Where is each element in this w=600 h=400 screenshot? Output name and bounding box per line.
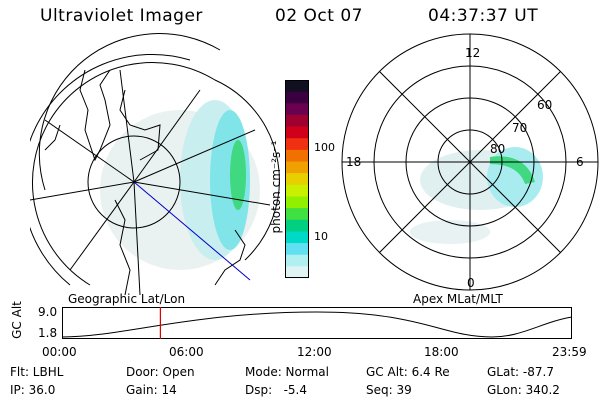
time-tick-1800: 18:00 xyxy=(424,345,459,359)
altitude-ylabel: GC Alt xyxy=(10,301,24,339)
colorbar-unit-label: photon cm⁻²s⁻¹ xyxy=(269,140,283,234)
status-dsp: Dsp: -5.4 xyxy=(245,383,308,397)
colorbar-segment xyxy=(285,91,309,104)
altitude-ytick-9: 9.0 xyxy=(38,305,58,319)
time-label: 04:37:37 UT xyxy=(428,6,539,26)
geographic-map xyxy=(30,33,280,295)
mlat-label-70: 70 xyxy=(512,121,528,135)
colorbar-segment xyxy=(285,219,309,232)
colorbar-segment xyxy=(285,126,309,139)
mlt-label-0: 0 xyxy=(467,276,475,290)
status-mode: Mode: Normal xyxy=(245,365,329,379)
altitude-ytick-1-8: 1.8 xyxy=(38,326,58,340)
time-tick-0600: 06:00 xyxy=(169,345,204,359)
status-seq: Seq: 39 xyxy=(366,383,412,397)
colorbar-segment xyxy=(285,80,309,93)
time-tick-1200: 12:00 xyxy=(297,345,332,359)
colorbar-segment xyxy=(285,231,309,244)
status-glon: GLon: 340.2 xyxy=(487,383,560,397)
time-tick-0000: 00:00 xyxy=(42,345,77,359)
colorbar-segment xyxy=(285,243,309,256)
colorbar-segment xyxy=(285,254,309,267)
altitude-plot xyxy=(61,307,573,339)
instrument-title: Ultraviolet Imager xyxy=(40,6,203,26)
geo-panel-label: Geographic Lat/Lon xyxy=(68,292,186,306)
colorbar-segment xyxy=(285,149,309,163)
status-flt: Flt: LBHL xyxy=(10,365,64,379)
colorbar-segment xyxy=(285,114,309,128)
colorbar-segment xyxy=(285,266,309,279)
colorbar-segment xyxy=(285,184,309,197)
colorbar-segment xyxy=(285,103,309,116)
apex-polar-plot xyxy=(341,33,599,291)
colorbar-tick-100: 100 xyxy=(314,141,335,154)
status-ip: IP: 36.0 xyxy=(10,383,56,397)
colorbar-segment xyxy=(285,173,309,186)
time-tick-2359: 23:59 xyxy=(552,345,587,359)
mlat-label-60: 60 xyxy=(537,98,553,112)
colorbar-segment xyxy=(285,138,309,151)
status-door: Door: Open xyxy=(126,365,195,379)
colorbar-segment xyxy=(285,208,309,221)
colorbar-segment xyxy=(285,161,309,174)
colorbar xyxy=(285,80,309,279)
mlt-label-6: 6 xyxy=(576,155,584,169)
apex-panel-label: Apex MLat/MLT xyxy=(413,292,503,306)
colorbar-tick-10: 10 xyxy=(314,230,328,243)
colorbar-segment xyxy=(285,196,309,209)
status-gain: Gain: 14 xyxy=(126,383,177,397)
date-label: 02 Oct 07 xyxy=(275,6,363,26)
mlat-label-80: 80 xyxy=(490,142,506,156)
status-glat: GLat: -87.7 xyxy=(487,365,554,379)
mlt-label-12: 12 xyxy=(465,46,481,60)
mlt-label-18: 18 xyxy=(346,155,362,169)
status-gc-alt: GC Alt: 6.4 Re xyxy=(366,365,450,379)
